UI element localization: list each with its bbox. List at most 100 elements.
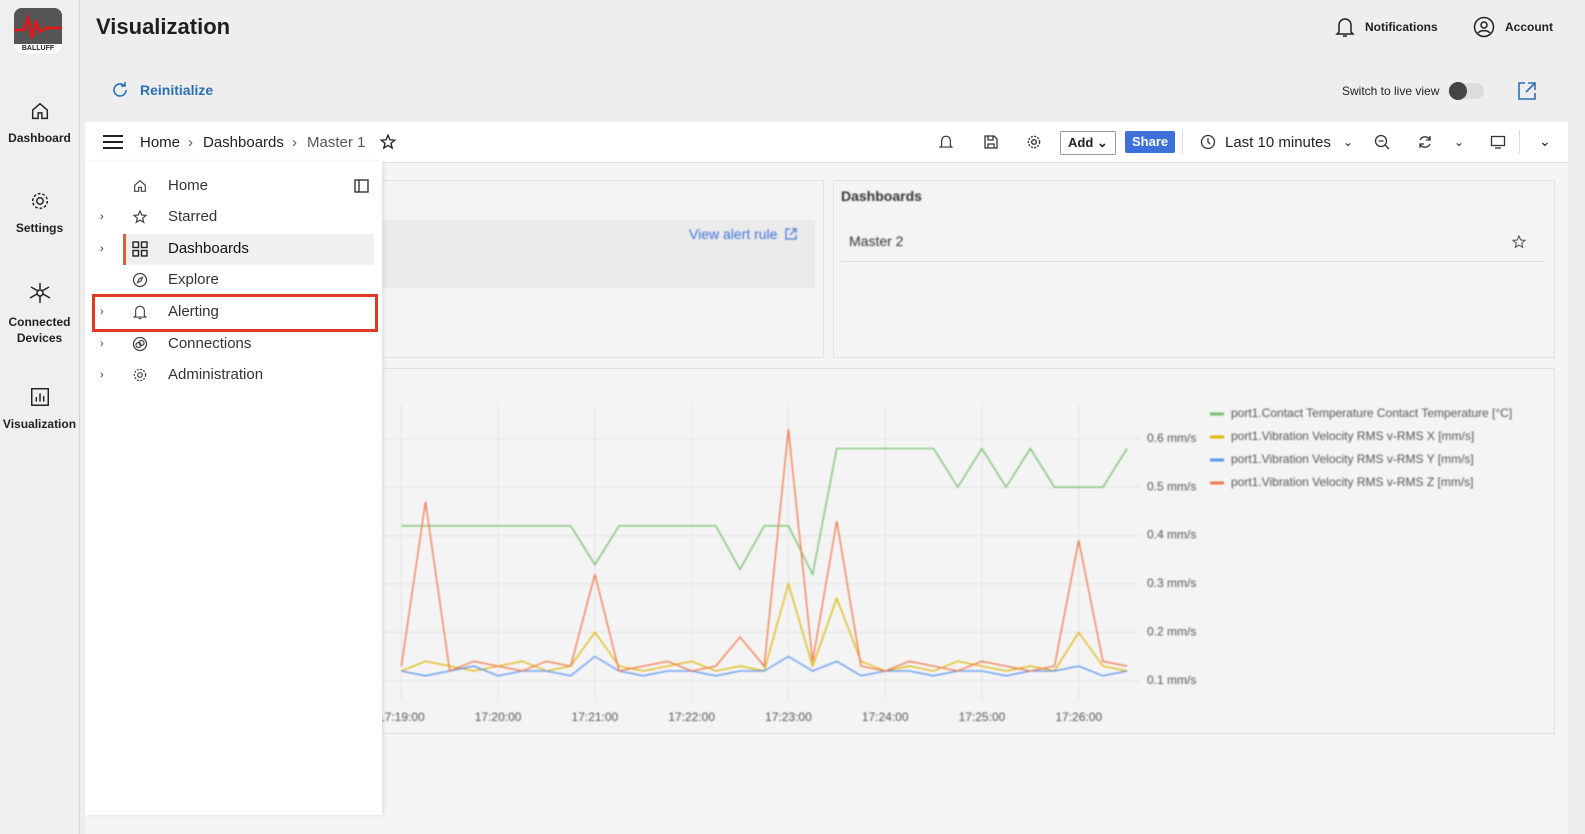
icon-part: [132, 209, 148, 224]
legend-label: port1.Contact Temperature Contact Temper…: [1231, 406, 1512, 420]
tv-icon[interactable]: [1490, 134, 1506, 150]
settings-icon[interactable]: [1026, 134, 1042, 150]
logo[interactable]: BALLUFF: [14, 8, 62, 54]
icon-part: [1207, 138, 1211, 145]
live-view-toggle[interactable]: [1448, 82, 1484, 100]
menu-item[interactable]: › Administration: [85, 360, 382, 390]
icon-part: [31, 102, 48, 120]
menu-item[interactable]: › Alerting: [85, 294, 382, 332]
zoom-out-icon[interactable]: [1374, 134, 1390, 150]
expand-chevron[interactable]: ›: [100, 243, 104, 255]
icon-part: [103, 135, 123, 149]
alert-icon[interactable]: [938, 134, 954, 150]
expand-chevron[interactable]: ›: [100, 306, 104, 318]
icon-part: [132, 272, 148, 288]
breadcrumb-item[interactable]: Home: [140, 134, 181, 151]
nav-dashboard[interactable]: Dashboard: [0, 100, 79, 146]
nav-settings[interactable]: Settings: [0, 190, 79, 236]
refresh-icon[interactable]: [1417, 134, 1433, 150]
open-external[interactable]: [1516, 80, 1538, 102]
nav-connected-devices[interactable]: Connected Devices: [0, 280, 79, 346]
x-tick-label: 17:24:00: [862, 710, 909, 724]
time-range-picker[interactable]: Last 10 minutes: [1225, 134, 1331, 151]
menu-label: Starred: [168, 208, 218, 225]
save-icon[interactable]: [983, 134, 999, 150]
icon: [132, 209, 148, 224]
panel-title: Dashboards: [841, 188, 922, 204]
icon-part: [1027, 135, 1041, 149]
icon: [30, 388, 49, 406]
breadcrumb-separator: ›: [188, 134, 193, 151]
menu-label: Alerting: [168, 303, 219, 320]
legend-label: port1.Vibration Velocity RMS v-RMS Y [mm…: [1231, 452, 1474, 466]
icon-part: [134, 179, 146, 192]
menu-item[interactable]: Home: [85, 171, 382, 201]
menu-item-active[interactable]: › Dashboards: [85, 234, 382, 265]
collapse-caret[interactable]: ⌄: [1539, 133, 1551, 149]
icon: [31, 192, 48, 210]
sidebar: BALLUFF Dashboard Settings Connected Dev…: [0, 0, 80, 834]
icon-part: [29, 283, 50, 303]
breadcrumb-item[interactable]: Dashboards: [203, 134, 284, 151]
y-tick-label: 0.5 mm/s: [1147, 479, 1196, 493]
x-tick-label: 17:26:00: [1055, 710, 1102, 724]
icon: [132, 336, 148, 352]
menu-item[interactable]: › Connections: [85, 329, 382, 359]
icon-part: [984, 135, 998, 149]
nav-menu: Home › Starred › Dashboards Explore › Al…: [85, 162, 382, 815]
x-tick-label: 17:23:00: [765, 710, 812, 724]
nav-visualization[interactable]: Visualization: [0, 386, 79, 432]
active-indicator: [123, 234, 126, 265]
logo-text: BALLUFF: [21, 45, 55, 52]
icon-part: [14, 44, 62, 54]
dock-icon[interactable]: [354, 179, 370, 194]
expand-chevron[interactable]: ›: [100, 338, 104, 350]
notifications-button[interactable]: Notifications: [1335, 16, 1438, 38]
expand-chevron[interactable]: ›: [100, 369, 104, 381]
icon-part: [35, 393, 44, 402]
reinitialize-button[interactable]: Reinitialize: [110, 80, 213, 100]
star-icon[interactable]: [1511, 234, 1527, 250]
dropdown-caret[interactable]: ⌄: [1454, 135, 1465, 149]
y-tick-label: 0.6 mm/s: [1147, 431, 1196, 445]
dropdown-caret[interactable]: ⌄: [1343, 135, 1354, 149]
icon-part: [785, 228, 798, 240]
button-label: Reinitialize: [140, 82, 214, 98]
icon-part: [42, 293, 50, 299]
icon-part: [35, 197, 44, 205]
icon: [785, 228, 798, 240]
highlight-box: [92, 294, 378, 332]
view-alert-rule-link[interactable]: View alert rule: [689, 226, 798, 242]
icon: [29, 283, 50, 303]
clock-icon: [1200, 134, 1216, 150]
star-icon[interactable]: [379, 133, 397, 151]
divider: [1519, 130, 1520, 154]
icon-part: [41, 286, 49, 292]
icon: [1473, 16, 1495, 38]
share-button[interactable]: Share: [1125, 131, 1176, 153]
add-button[interactable]: Add ⌄: [1060, 131, 1116, 155]
icon: [113, 82, 127, 97]
icon: [132, 272, 148, 288]
menu-item[interactable]: › Starred: [85, 202, 382, 232]
icon-part: [1477, 29, 1491, 34]
icon-part: [1473, 16, 1495, 38]
menu-item[interactable]: Explore: [85, 265, 382, 295]
icon-part: [1335, 18, 1355, 37]
nav-label: Connected Devices: [8, 315, 71, 345]
legend-label: port1.Vibration Velocity RMS v-RMS Z [mm…: [1231, 475, 1474, 489]
menu-label: Home: [168, 177, 209, 194]
icon-part: [138, 339, 145, 347]
legend-label: port1.Vibration Velocity RMS v-RMS X [mm…: [1231, 429, 1474, 443]
link-label: View alert rule: [689, 226, 778, 242]
account-button[interactable]: Account: [1473, 16, 1553, 38]
menu-label: Administration: [168, 366, 264, 383]
expand-chevron[interactable]: ›: [100, 211, 104, 223]
dashboard-list-item[interactable]: Master 2: [841, 225, 1545, 262]
x-tick-label: 17:19:00: [382, 710, 425, 724]
menu-label: Dashboards: [168, 240, 249, 257]
menu-toggle[interactable]: [102, 133, 124, 151]
icon-part: [132, 305, 148, 320]
x-tick-label: 17:25:00: [959, 710, 1006, 724]
icon-part: [140, 249, 148, 257]
